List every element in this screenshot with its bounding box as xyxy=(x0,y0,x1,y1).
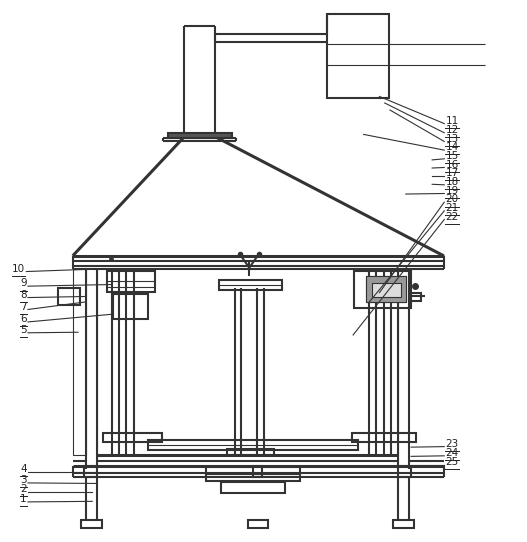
Text: 9: 9 xyxy=(20,279,27,288)
Bar xyxy=(107,271,155,292)
Bar xyxy=(227,449,274,455)
Text: 22: 22 xyxy=(445,212,458,222)
Bar xyxy=(398,466,411,477)
Text: 18: 18 xyxy=(445,177,458,187)
Bar xyxy=(219,280,282,290)
Text: 5: 5 xyxy=(20,325,27,335)
Text: 15: 15 xyxy=(445,151,458,161)
Text: 7: 7 xyxy=(20,302,27,312)
Bar xyxy=(253,466,262,477)
Bar xyxy=(327,14,389,98)
Text: 25: 25 xyxy=(445,457,458,467)
Bar xyxy=(372,283,401,297)
Bar xyxy=(354,271,411,308)
Polygon shape xyxy=(366,276,406,302)
Bar xyxy=(352,433,416,442)
Text: 11: 11 xyxy=(445,116,458,126)
Bar xyxy=(58,288,80,305)
Bar xyxy=(84,466,97,477)
Bar xyxy=(206,467,300,481)
Bar xyxy=(148,440,358,450)
Bar xyxy=(103,433,162,442)
Text: 21: 21 xyxy=(445,203,458,213)
Text: 19: 19 xyxy=(445,186,458,196)
Bar xyxy=(73,269,86,455)
Text: 14: 14 xyxy=(445,143,458,152)
Bar xyxy=(221,482,285,493)
Text: 4: 4 xyxy=(20,464,27,474)
Text: 20: 20 xyxy=(445,195,458,204)
Polygon shape xyxy=(168,133,232,138)
Text: 12: 12 xyxy=(445,125,458,135)
Text: 3: 3 xyxy=(20,475,27,485)
Text: 24: 24 xyxy=(445,448,458,458)
Text: 1: 1 xyxy=(20,494,27,504)
Text: 16: 16 xyxy=(445,160,458,170)
Bar xyxy=(113,294,148,319)
Text: 23: 23 xyxy=(445,439,458,449)
Bar xyxy=(248,520,268,528)
Bar xyxy=(411,293,421,301)
Text: 2: 2 xyxy=(20,485,27,494)
Bar xyxy=(81,520,102,528)
Text: 8: 8 xyxy=(20,290,27,300)
Bar xyxy=(366,276,406,302)
Text: 6: 6 xyxy=(20,314,27,324)
Text: 13: 13 xyxy=(445,134,458,144)
Text: 17: 17 xyxy=(445,169,458,178)
Bar xyxy=(393,520,414,528)
Text: 10: 10 xyxy=(12,264,25,274)
